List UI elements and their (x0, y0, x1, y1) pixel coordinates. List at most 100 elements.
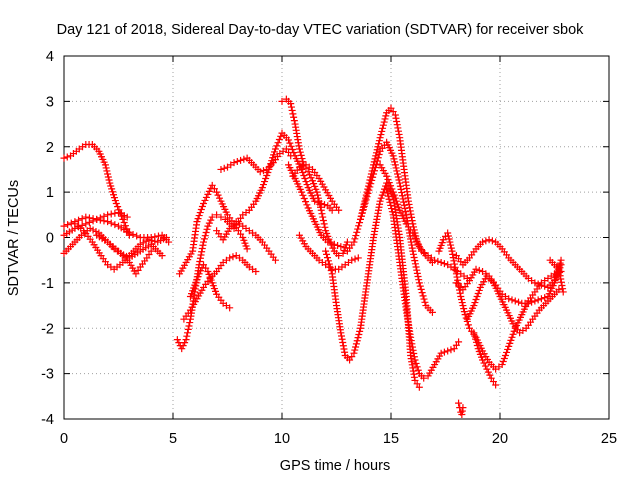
data-point (287, 100, 295, 108)
data-point (213, 188, 221, 196)
data-point-fill (420, 295, 428, 303)
data-point (363, 193, 371, 201)
data-point-fill (306, 171, 314, 179)
data-point-fill (413, 269, 421, 277)
data-point-fill (323, 254, 331, 262)
data-point-fill (198, 202, 206, 210)
data-point-fill (290, 113, 298, 121)
data-point-fill (196, 209, 204, 217)
data-point-fill (418, 289, 426, 297)
data-point-fill (407, 337, 415, 345)
data-point-fill (413, 363, 421, 371)
data-point-fill (410, 353, 418, 361)
data-point-fill (509, 330, 517, 338)
data-point-fill (392, 197, 400, 205)
data-point-fill (339, 342, 347, 350)
data-point-fill (324, 257, 332, 265)
data-point-fill (419, 292, 427, 300)
data-point-fill (120, 219, 128, 227)
data-point-fill (406, 204, 414, 212)
data-point-fill (194, 215, 202, 223)
data-point-fill (384, 175, 392, 183)
data-point-fill (202, 193, 210, 201)
data-point-fill (378, 191, 386, 199)
data-point (243, 245, 251, 253)
data-point-fill (233, 157, 241, 165)
data-point (317, 206, 325, 214)
data-point-fill (303, 201, 311, 209)
x-tick-label: 20 (492, 431, 508, 447)
data-point-fill (387, 201, 395, 209)
data-point-fill (390, 191, 398, 199)
data-point-fill (557, 275, 565, 283)
data-point (428, 308, 436, 316)
data-point-fill (357, 212, 365, 220)
data-point-fill (273, 142, 281, 150)
data-point-fill (379, 121, 387, 129)
data-point-fill (329, 244, 337, 252)
data-point (335, 206, 343, 214)
data-point (322, 247, 330, 255)
data-point-fill (288, 145, 296, 153)
data-point-fill (299, 168, 307, 176)
data-point (354, 254, 362, 262)
data-point (112, 199, 120, 207)
data-point-fill (337, 332, 345, 340)
data-point-fill (287, 142, 295, 150)
data-point (287, 152, 295, 160)
data-point (350, 349, 358, 357)
data-point-fill (386, 198, 394, 206)
data-point-fill (473, 341, 481, 349)
data-point-fill (451, 260, 459, 268)
data-point-fill (557, 278, 565, 286)
data-point-fill (400, 198, 408, 206)
data-point-fill (202, 229, 210, 237)
data-point-fill (421, 298, 429, 306)
y-tick-label: -4 (41, 412, 54, 428)
data-point-fill (504, 345, 512, 353)
data-point (165, 238, 173, 246)
data-point-fill (411, 257, 419, 265)
data-point-fill (388, 208, 396, 216)
data-point-fill (355, 330, 363, 338)
data-point-fill (456, 289, 464, 297)
data-point (82, 213, 90, 221)
data-point-fill (398, 189, 406, 197)
data-point (485, 236, 493, 244)
data-point (295, 163, 303, 171)
data-point-fill (399, 195, 407, 203)
data-point (531, 297, 539, 305)
data-point (420, 374, 428, 382)
data-point-fill (388, 185, 396, 193)
data-point (213, 211, 221, 219)
data-point-fill (154, 232, 162, 240)
data-point-fill (354, 225, 362, 233)
data-point (208, 213, 216, 221)
y-tick-label: 4 (46, 49, 54, 65)
data-point-fill (318, 210, 326, 218)
data-point (531, 279, 539, 287)
data-point (217, 213, 225, 221)
data-point (559, 288, 567, 296)
data-point-fill (205, 187, 213, 195)
data-point-fill (220, 164, 228, 172)
data-point (173, 336, 181, 344)
data-point (295, 145, 303, 153)
data-point (256, 168, 264, 176)
data-point (457, 292, 465, 300)
data-point-fill (375, 137, 383, 145)
data-point (330, 240, 338, 248)
data-point-fill (447, 346, 455, 354)
data-point-fill (552, 276, 560, 284)
data-point (479, 238, 487, 246)
data-point-fill (368, 176, 376, 184)
data-point-fill (553, 273, 561, 281)
data-point-fill (409, 346, 417, 354)
data-point-fill (373, 157, 381, 165)
data-point-fill (412, 263, 420, 271)
data-point-fill (184, 329, 192, 337)
data-point-fill (78, 221, 86, 229)
data-point-fill (240, 155, 248, 163)
data-point-fill (352, 340, 360, 348)
data-point-fill (440, 260, 448, 268)
